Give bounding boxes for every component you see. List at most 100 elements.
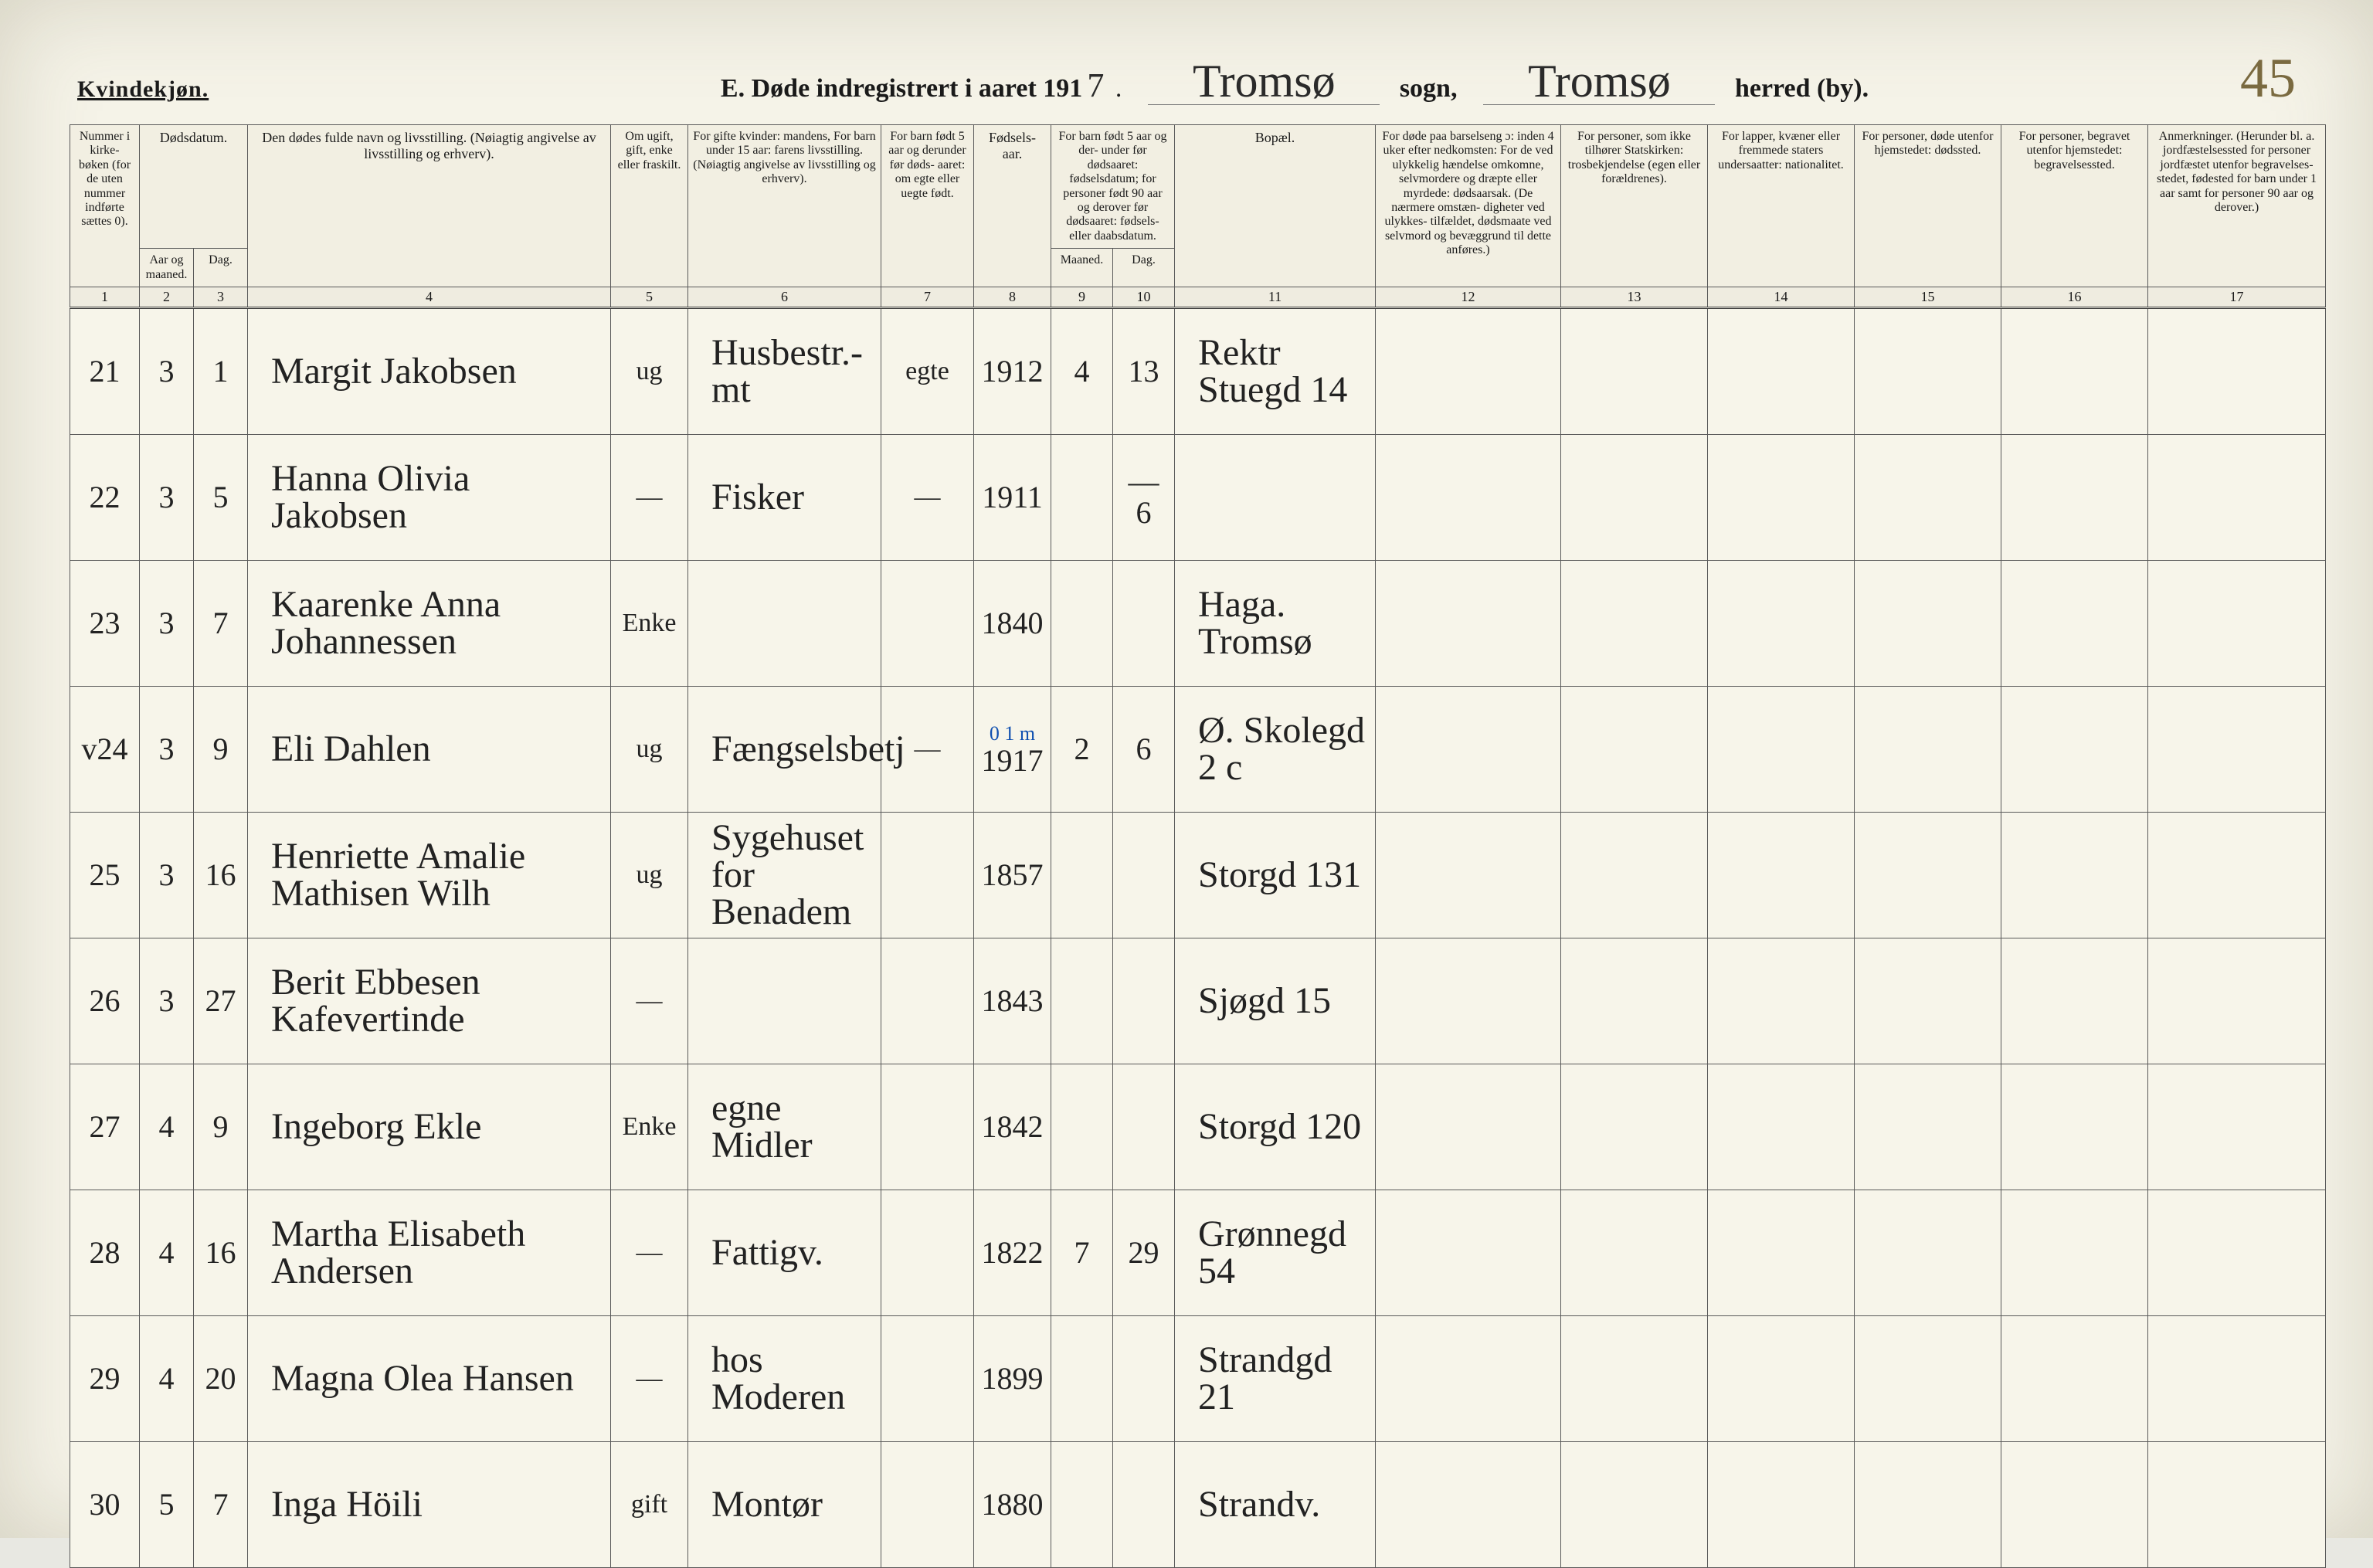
cell: ug <box>611 686 688 812</box>
cell <box>1051 938 1113 1064</box>
cell <box>881 1190 974 1315</box>
cell-value: Grønnegd 54 <box>1198 1213 1346 1291</box>
cell-empty <box>1561 1064 1708 1190</box>
cell-value: Berit Ebbesen Kafevertinde <box>271 962 480 1040</box>
cell-value: v24 <box>82 731 128 766</box>
cell: 29 <box>1113 1190 1175 1315</box>
cell-empty <box>1376 812 1561 938</box>
cell: Sygehuset for Benadem <box>688 812 881 938</box>
cell-empty <box>1376 1315 1561 1441</box>
cell-value: egne Midler <box>711 1088 813 1166</box>
cell: 4 <box>140 1190 194 1315</box>
col-4-header: Den dødes fulde navn og livsstilling. (N… <box>248 125 611 287</box>
colnum: 10 <box>1113 287 1175 307</box>
cell-empty <box>1708 307 1855 434</box>
cell: 2 <box>1051 686 1113 812</box>
col-9-header: Maaned. <box>1051 249 1113 287</box>
cell-value: Ingeborg Ekle <box>271 1106 481 1147</box>
cell-empty <box>1855 938 2001 1064</box>
cell-value: Strandv. <box>1198 1484 1320 1525</box>
title-year: 7 <box>1082 66 1108 104</box>
table-row: 29420Magna Olea Hansen—hos Moderen1899St… <box>70 1315 2326 1441</box>
cell-empty <box>1708 560 1855 686</box>
cell: 26 <box>70 938 140 1064</box>
colnum: 3 <box>194 287 248 307</box>
cell-empty <box>1561 1315 1708 1441</box>
cell-empty <box>1855 812 2001 938</box>
cell-empty <box>2001 1064 2148 1190</box>
col-6-header: For gifte kvinder: mandens, For barn und… <box>688 125 881 287</box>
cell-value: 4 <box>1074 354 1090 389</box>
cell: Margit Jakobsen <box>248 307 611 434</box>
cell-value: 4 <box>159 1235 175 1270</box>
cell <box>1051 560 1113 686</box>
cell-value: 1840 <box>982 606 1044 640</box>
cell: 25 <box>70 812 140 938</box>
colnum: 16 <box>2001 287 2148 307</box>
cell-empty <box>1561 434 1708 560</box>
page-header: Kvindekjøn. E. Døde indregistrert i aare… <box>70 46 2303 124</box>
cell-value: 1899 <box>982 1361 1044 1396</box>
cell-empty <box>1708 938 1855 1064</box>
cell: Henriette Amalie Mathisen Wilh <box>248 812 611 938</box>
cell: 21 <box>70 307 140 434</box>
cell: 3 <box>140 434 194 560</box>
col-15-header: For personer, døde utenfor hjemstedet: d… <box>1855 125 2001 287</box>
table-row: 2749Ingeborg EkleEnkeegne Midler1842Stor… <box>70 1064 2326 1190</box>
cell-value: 1857 <box>982 857 1044 892</box>
cell-birthyear: 0 1 m1917 <box>974 686 1051 812</box>
cell <box>881 560 974 686</box>
cell-value: Husbestr.-mt <box>711 332 863 410</box>
cell <box>1051 1441 1113 1567</box>
table-head: Nummer i kirke- bøken (for de uten numme… <box>70 125 2326 308</box>
cell <box>688 560 881 686</box>
cell-value: Eli Dahlen <box>271 728 431 769</box>
cell-empty <box>1708 1064 1855 1190</box>
colnum: 8 <box>974 287 1051 307</box>
col-8-header: Fødsels- aar. <box>974 125 1051 287</box>
cell-value: 1822 <box>982 1235 1044 1270</box>
cell-value: — <box>637 986 663 1015</box>
cell-empty <box>1708 686 1855 812</box>
cell: 7 <box>194 560 248 686</box>
cell-empty <box>2148 1064 2326 1190</box>
col-17-header: Anmerkninger. (Herunder bl. a. jordfæste… <box>2148 125 2326 287</box>
cell-value: Fængselsbetj <box>711 728 905 769</box>
cell-empty <box>1561 938 1708 1064</box>
cell: Eli Dahlen <box>248 686 611 812</box>
colnum: 17 <box>2148 287 2326 307</box>
cell: — <box>611 434 688 560</box>
cell: 5 <box>140 1441 194 1567</box>
cell-empty <box>1708 1315 1855 1441</box>
cell-value: 13 <box>1129 354 1159 389</box>
cell-empty <box>1376 1190 1561 1315</box>
cell-value: ug <box>637 860 663 889</box>
cell: 9 <box>194 1064 248 1190</box>
cell-value: Enke <box>623 609 677 637</box>
cell <box>881 1064 974 1190</box>
table-row: v2439Eli DahlenugFængselsbetj—0 1 m19172… <box>70 686 2326 812</box>
cell-value: ug <box>637 735 663 763</box>
cell-empty <box>1561 1441 1708 1567</box>
cell: Storgd 120 <box>1175 1064 1376 1190</box>
cell-value: 2 <box>1074 731 1090 766</box>
table-body: 2131Margit JakobsenugHusbestr.-mtegte191… <box>70 307 2326 1567</box>
cell: 4 <box>1051 307 1113 434</box>
cell-value: 29 <box>90 1361 121 1396</box>
sogn-label: sogn, <box>1400 74 1458 103</box>
cell: Fattigv. <box>688 1190 881 1315</box>
cell: 16 <box>194 1190 248 1315</box>
cell: 27 <box>70 1064 140 1190</box>
title-line: E. Døde indregistrert i aaret 1917 . Tro… <box>420 58 2169 105</box>
cell-empty <box>1855 307 2001 434</box>
table-row: 2235Hanna Olivia Jakobsen—Fisker—1911— 6 <box>70 434 2326 560</box>
cell-value: 3 <box>159 606 175 640</box>
cell-value: 1842 <box>982 1109 1044 1144</box>
table-row: 3057Inga HöiligiftMontør1880Strandv. <box>70 1441 2326 1567</box>
gender-heading: Kvindekjøn. <box>77 76 402 103</box>
cell-value: Inga Höili <box>271 1484 423 1525</box>
cell-empty <box>1855 1064 2001 1190</box>
cell <box>881 1441 974 1567</box>
cell <box>1051 1315 1113 1441</box>
colnum: 15 <box>1855 287 2001 307</box>
